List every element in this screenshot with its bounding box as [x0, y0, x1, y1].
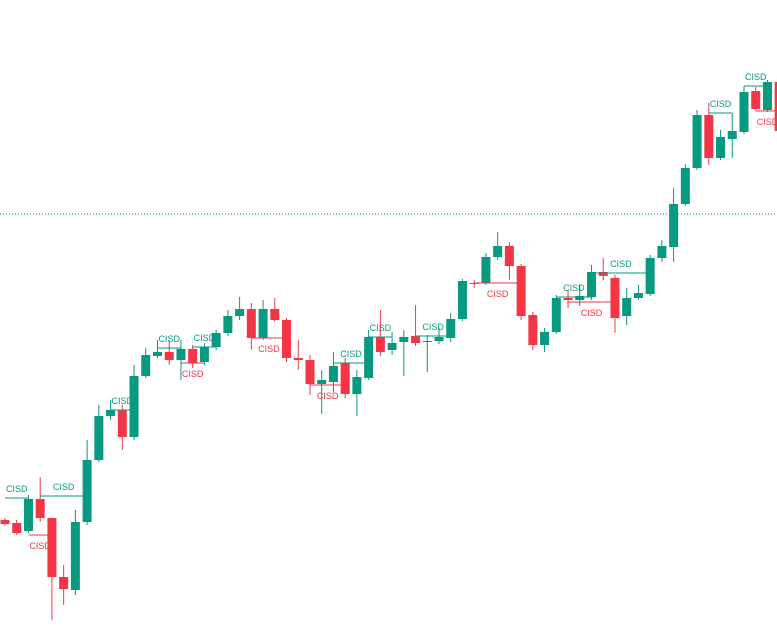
cisd-label: CISD: [710, 99, 732, 109]
candle-body: [47, 518, 57, 577]
candle-body: [328, 366, 338, 382]
candle-body: [282, 320, 292, 358]
candle-body: [106, 410, 116, 416]
candle-body: [551, 298, 561, 332]
cisd-label: CISD: [340, 349, 362, 359]
candle-body: [493, 246, 503, 257]
candle-body: [446, 319, 456, 338]
candle-body: [739, 92, 749, 132]
candle-body: [375, 337, 385, 352]
candle-body: [317, 380, 327, 384]
candle-body: [645, 258, 655, 294]
candle-body: [575, 296, 585, 300]
candle-body: [704, 115, 714, 158]
candle-body: [751, 91, 761, 109]
candle-body: [246, 309, 256, 338]
candle-body: [293, 358, 303, 360]
candle-body: [70, 522, 80, 590]
candle-body: [774, 82, 777, 131]
candle-body: [188, 349, 198, 363]
candle-body: [622, 298, 632, 316]
candle-body: [59, 577, 69, 589]
cisd-label: CISD: [158, 334, 180, 344]
cisd-label: CISD: [563, 283, 585, 293]
candle-body: [692, 115, 702, 168]
cisd-label: CISD: [581, 308, 603, 318]
candle-body: [528, 315, 538, 345]
candle-body: [516, 266, 526, 316]
candle-body: [258, 309, 268, 338]
cisd-label: CISD: [6, 484, 28, 494]
candle-body: [598, 272, 608, 276]
candle-body: [762, 82, 772, 110]
cisd-label: CISD: [757, 117, 777, 127]
cisd-label: CISD: [258, 344, 280, 354]
candle-body: [387, 343, 397, 350]
candle-body: [587, 272, 596, 297]
cisd-label: CISD: [422, 322, 444, 332]
candle-body: [680, 168, 690, 204]
candle-body: [12, 523, 22, 533]
cisd-label: CISD: [182, 369, 204, 379]
candle-body: [504, 246, 514, 266]
candle-body: [82, 460, 92, 522]
candle-body: [199, 347, 209, 362]
candle-body: [152, 352, 162, 356]
candle-body: [176, 349, 186, 360]
candle-body: [352, 377, 362, 394]
cisd-label: CISD: [370, 323, 392, 333]
candle-body: [235, 309, 245, 316]
candle-body: [0, 520, 10, 524]
cisd-label: CISD: [317, 391, 339, 401]
candle-body: [23, 499, 33, 531]
candle-body: [716, 137, 726, 158]
candle-body: [270, 309, 280, 320]
cisd-label: CISD: [29, 541, 51, 551]
cisd-label: CISD: [194, 333, 216, 343]
candle-body: [35, 499, 45, 518]
candle-body: [434, 337, 444, 341]
candle-body: [540, 332, 550, 345]
candle-body: [633, 293, 643, 298]
candle-body: [305, 360, 315, 384]
candle-body: [141, 355, 151, 376]
candle-body: [610, 278, 620, 318]
candle-body: [211, 333, 221, 347]
cisd-label: CISD: [53, 482, 75, 492]
candle-body: [481, 257, 491, 283]
candle-body: [340, 363, 350, 394]
cisd-label: CISD: [112, 396, 134, 406]
candle-body: [129, 376, 139, 437]
candle-body: [364, 337, 374, 378]
candle-body: [94, 416, 104, 460]
candle-body: [563, 298, 573, 300]
candle-body: [164, 352, 174, 360]
candle-body: [117, 410, 127, 437]
candle-body: [411, 336, 421, 343]
cisd-label: CISD: [487, 289, 509, 299]
candle-body: [669, 204, 679, 247]
candle-body: [422, 341, 432, 342]
candle-body: [223, 316, 233, 333]
candle-body: [457, 281, 467, 319]
candle-body: [657, 246, 667, 258]
cisd-label: CISD: [745, 72, 767, 82]
candle-body: [399, 337, 409, 342]
candle-body: [727, 131, 737, 139]
cisd-label: CISD: [610, 259, 632, 269]
